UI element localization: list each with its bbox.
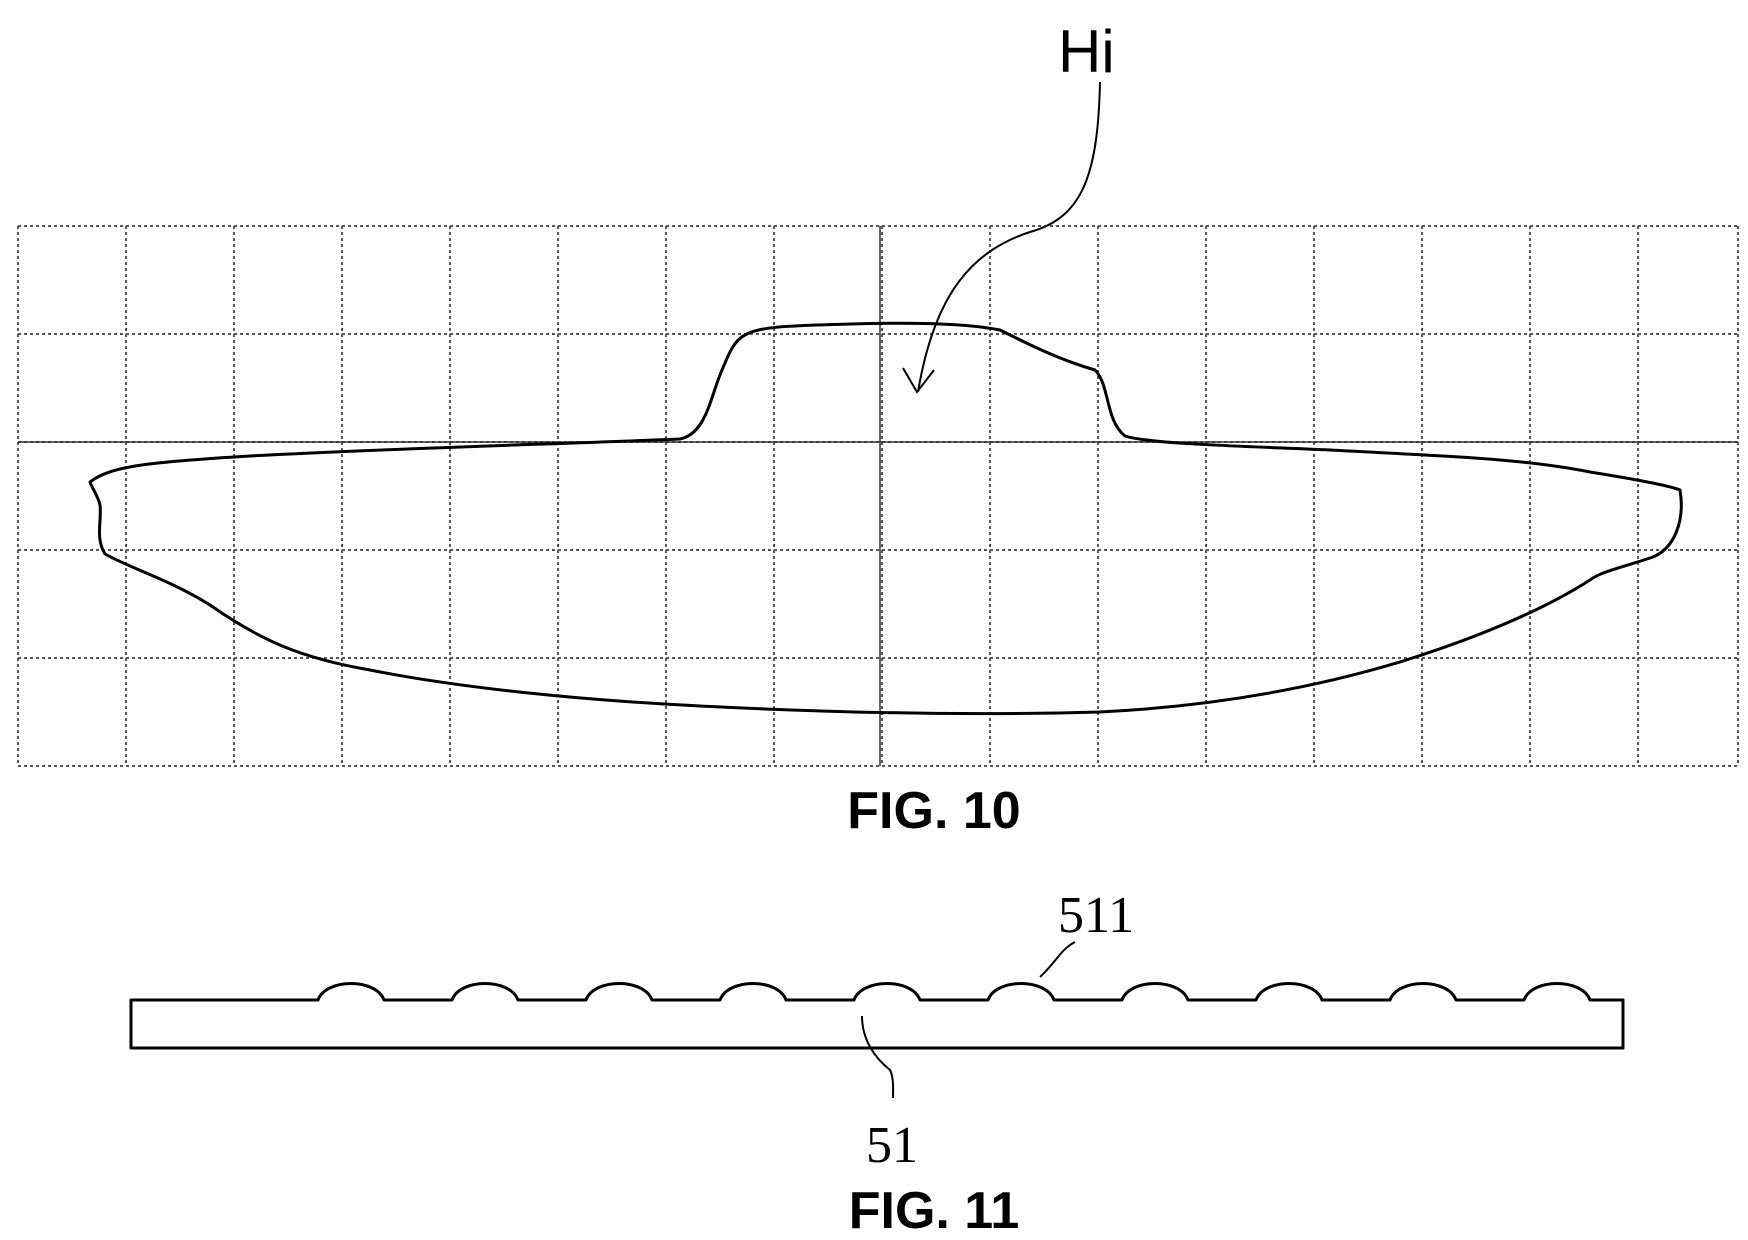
fig10-profile-outline bbox=[90, 323, 1681, 713]
fig10-caption: FIG. 10 bbox=[847, 782, 1020, 840]
fig11-caption: FIG. 11 bbox=[849, 1182, 1020, 1240]
fig10-dotted-grid bbox=[18, 226, 1738, 766]
fig11-plate-leader bbox=[862, 1016, 893, 1098]
fig11-plate-label: 51 bbox=[866, 1117, 918, 1174]
fig11-diagram: 511 51 FIG. 11 bbox=[131, 887, 1623, 1240]
fig11-bump-leader bbox=[1040, 942, 1075, 977]
fig10-hi-leader-arrow bbox=[918, 82, 1100, 392]
fig11-bump-label: 511 bbox=[1058, 887, 1134, 944]
fig11-plate-outline bbox=[131, 984, 1623, 1049]
fig10-hi-label: Hi bbox=[1058, 18, 1115, 85]
fig10-diagram: Hi FIG. 10 bbox=[18, 18, 1738, 840]
